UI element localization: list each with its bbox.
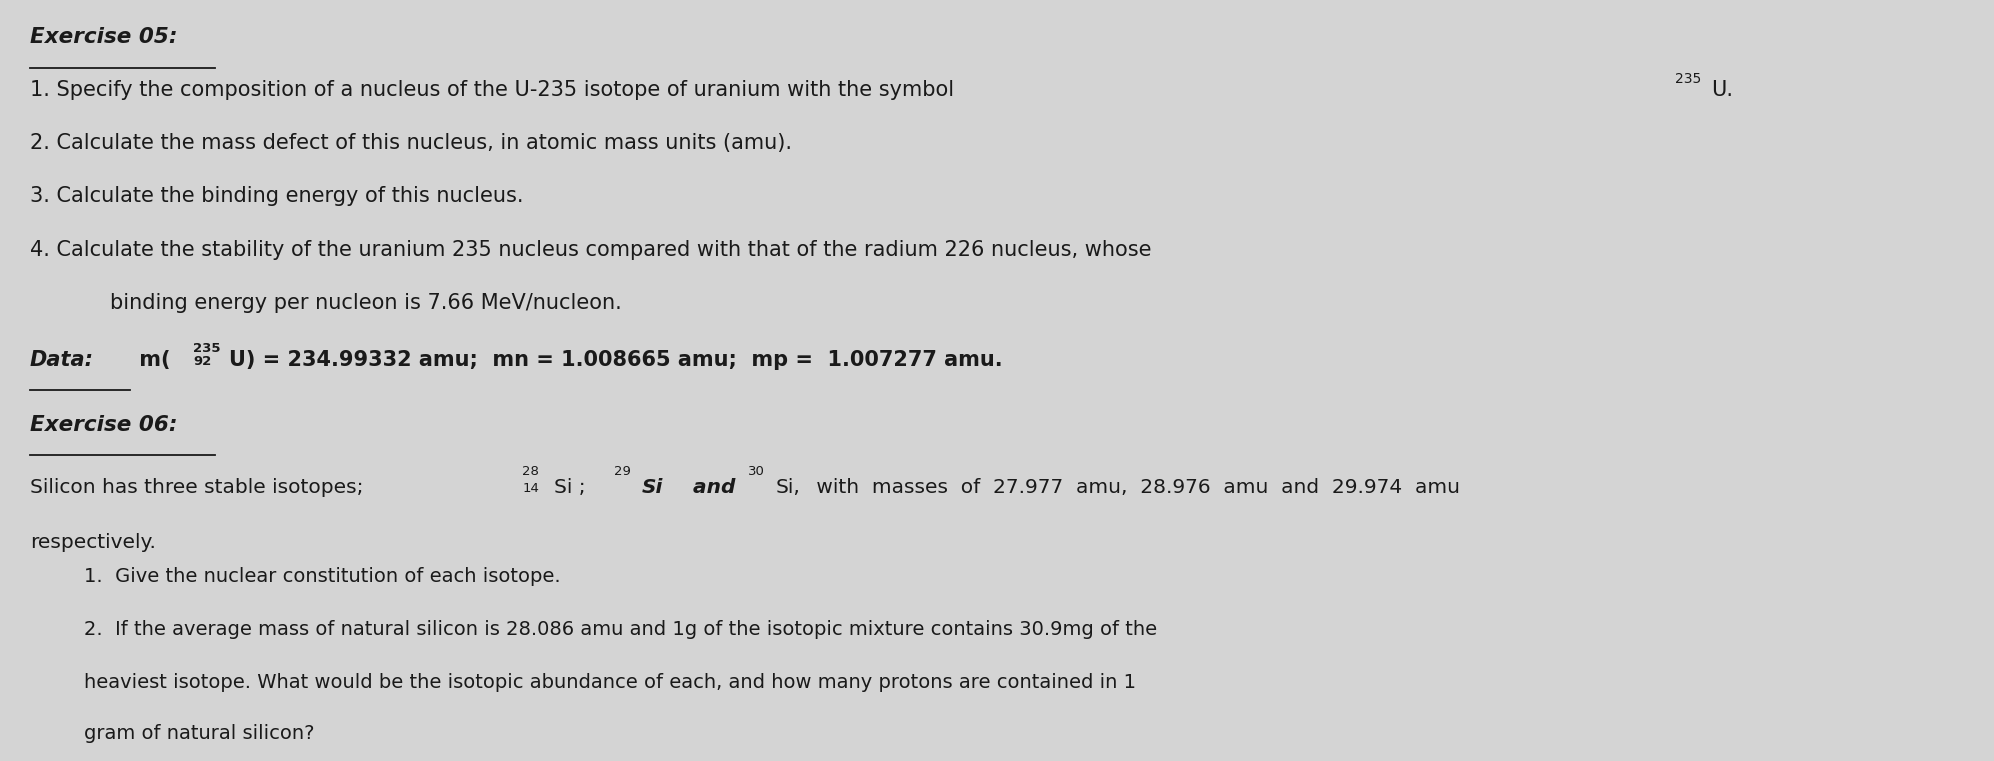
Text: 1. Specify the composition of a nucleus of the U-235 isotope of uranium with the: 1. Specify the composition of a nucleus … <box>30 80 961 100</box>
Text: Data:: Data: <box>30 350 94 370</box>
Text: Si ;: Si ; <box>554 478 586 497</box>
Text: 29: 29 <box>614 465 630 478</box>
Text: U) = 234.99332 amu;  mn = 1.008665 amu;  mp =  1.007277 amu.: U) = 234.99332 amu; mn = 1.008665 amu; m… <box>229 350 1003 370</box>
Text: 14: 14 <box>522 482 538 495</box>
Text: gram of natural silicon?: gram of natural silicon? <box>84 724 315 743</box>
Text: Exercise 05:: Exercise 05: <box>30 27 177 46</box>
Text: Si: Si <box>642 478 664 497</box>
Text: 2. Calculate the mass defect of this nucleus, in atomic mass units (amu).: 2. Calculate the mass defect of this nuc… <box>30 133 792 153</box>
Text: 1.  Give the nuclear constitution of each isotope.: 1. Give the nuclear constitution of each… <box>84 567 560 586</box>
Text: Exercise 06:: Exercise 06: <box>30 415 177 435</box>
Text: 235: 235 <box>1675 72 1701 86</box>
Text: Silicon has three stable isotopes;: Silicon has three stable isotopes; <box>30 478 363 497</box>
Text: 235: 235 <box>193 342 221 355</box>
Text: respectively.: respectively. <box>30 533 156 552</box>
Text: Si,: Si, <box>776 478 800 497</box>
Text: 2.  If the average mass of natural silicon is 28.086 amu and 1g of the isotopic : 2. If the average mass of natural silico… <box>84 620 1157 639</box>
Text: U.: U. <box>1711 80 1733 100</box>
Text: 4. Calculate the stability of the uranium 235 nucleus compared with that of the : 4. Calculate the stability of the uraniu… <box>30 240 1151 260</box>
Text: and: and <box>686 478 736 497</box>
Text: 3. Calculate the binding energy of this nucleus.: 3. Calculate the binding energy of this … <box>30 186 522 206</box>
Text: 92: 92 <box>193 355 211 368</box>
Text: binding energy per nucleon is 7.66 MeV/nucleon.: binding energy per nucleon is 7.66 MeV/n… <box>110 293 622 313</box>
Text: heaviest isotope. What would be the isotopic abundance of each, and how many pro: heaviest isotope. What would be the isot… <box>84 673 1137 693</box>
Text: with  masses  of  27.977  amu,  28.976  amu  and  29.974  amu: with masses of 27.977 amu, 28.976 amu an… <box>810 478 1460 497</box>
Text: 30: 30 <box>748 465 764 478</box>
Text: 28: 28 <box>522 465 538 478</box>
Text: m(: m( <box>132 350 169 370</box>
